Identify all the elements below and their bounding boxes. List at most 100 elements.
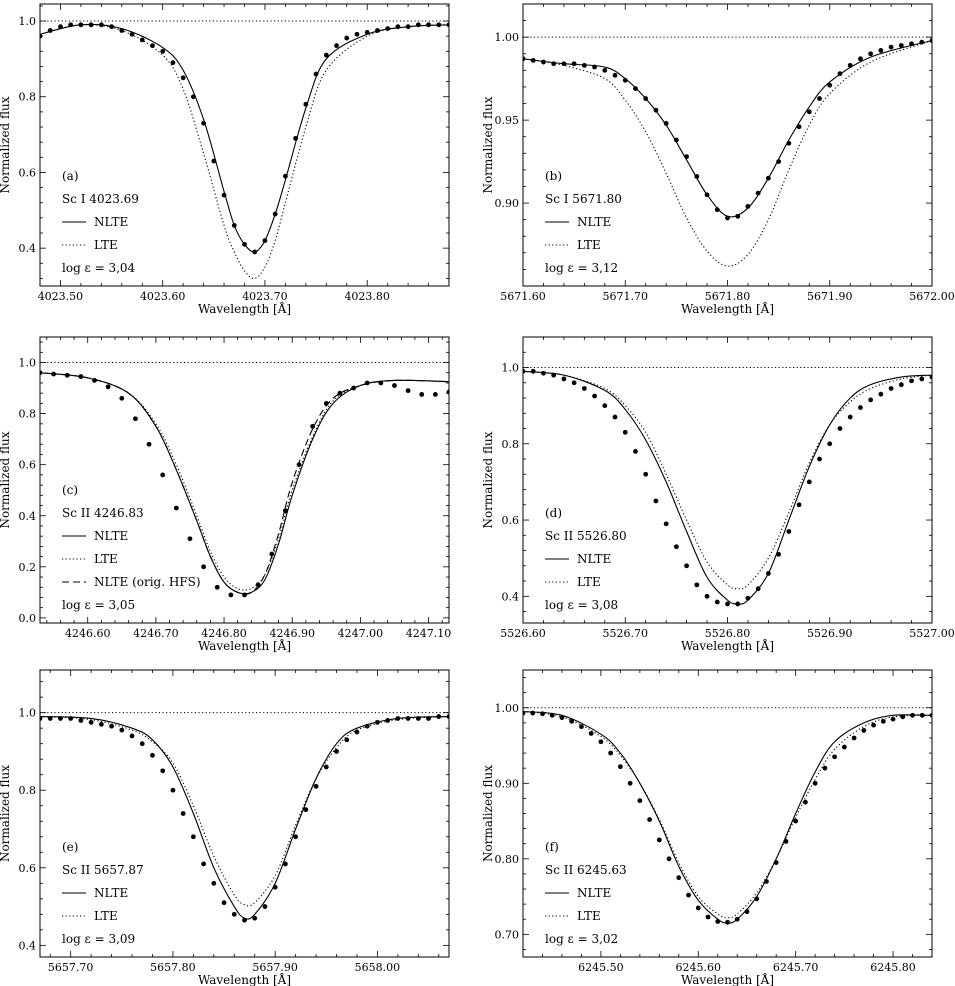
observed-point — [310, 423, 316, 429]
observed-point — [133, 416, 138, 422]
observed-point — [817, 456, 822, 462]
observed-point — [858, 405, 863, 410]
observed-point — [592, 64, 597, 70]
observed-point — [705, 914, 711, 920]
y-axis-label: Normalized flux — [481, 96, 495, 193]
observed-point — [806, 109, 812, 115]
observed-point — [929, 712, 932, 718]
observed-point — [622, 77, 628, 83]
observed-point — [211, 880, 217, 886]
y-axis-label: Normalized flux — [0, 96, 12, 193]
observed-point — [725, 601, 730, 607]
observed-point — [764, 879, 769, 884]
observed-point — [40, 716, 43, 721]
observed-point — [612, 72, 618, 78]
observed-point — [910, 712, 915, 718]
observed-point — [51, 371, 57, 377]
series-line-lte — [523, 39, 932, 267]
observed-point — [129, 733, 135, 739]
y-tick-label: 0.4 — [502, 590, 520, 603]
observed-point — [88, 719, 94, 725]
legend-label: NLTE — [577, 886, 611, 900]
chart-panel-d: 5526.60 5526.70 5526.80 5526.90 5527.00 0.4 0.… — [481, 336, 955, 653]
y-tick-label: 1.0 — [19, 357, 37, 370]
observed-point — [755, 586, 761, 592]
observed-point — [351, 385, 356, 391]
observed-point — [806, 479, 812, 485]
observed-point — [653, 498, 659, 504]
observed-point — [581, 386, 587, 391]
x-tick-label: 4247.10 — [406, 627, 452, 640]
observed-point — [419, 392, 425, 397]
observed-point — [878, 48, 884, 53]
observed-point — [283, 508, 288, 514]
observed-point — [272, 211, 278, 217]
observed-point — [571, 61, 577, 67]
chart-panel-e: 5657.70 5657.80 5657.90 5658.00 0.4 0.6 0.8 1.0… — [0, 669, 450, 986]
observed-point — [633, 86, 638, 91]
observed-point — [170, 60, 176, 66]
observed-point — [139, 37, 145, 43]
legend-label: LTE — [94, 909, 118, 923]
observed-point — [673, 137, 679, 143]
x-axis-label: Wavelength [Å] — [198, 301, 291, 316]
observed-point — [841, 744, 847, 750]
observed-point — [323, 400, 329, 406]
observed-point — [766, 175, 771, 181]
observed-point — [283, 861, 288, 867]
x-tick-label: 6245.50 — [578, 961, 624, 974]
observed-point — [561, 61, 567, 67]
observed-point — [160, 48, 166, 54]
x-axis-label: Wavelength [Å] — [198, 638, 291, 653]
observed-point — [426, 716, 431, 721]
observed-point — [303, 807, 309, 813]
y-tick-label: 0.8 — [19, 91, 37, 104]
observed-point — [415, 22, 421, 28]
legend-label: NLTE — [577, 552, 611, 566]
observed-point — [684, 154, 689, 160]
observed-point — [837, 426, 843, 431]
plot-frame — [522, 669, 933, 958]
panel-label: (e) — [62, 840, 78, 854]
observed-point — [643, 471, 649, 477]
x-tick-label: 4023.70 — [242, 290, 288, 303]
observed-point — [272, 884, 278, 890]
ion-line-label: Sc II 5526.80 — [545, 529, 627, 543]
y-tick-label: 1.00 — [495, 702, 520, 715]
plot-area — [40, 712, 449, 923]
observed-point — [704, 593, 710, 599]
abundance-label: log ε = 3,05 — [62, 598, 135, 612]
observed-point — [385, 718, 391, 723]
observed-point — [643, 96, 649, 101]
legend-label: NLTE — [94, 215, 128, 229]
observed-point — [878, 391, 884, 397]
observed-point — [694, 582, 700, 588]
x-tick-label: 5671.60 — [500, 290, 546, 303]
observed-point — [919, 39, 925, 45]
observed-point — [160, 472, 166, 478]
observed-point — [602, 403, 608, 409]
observed-point — [364, 723, 370, 729]
observed-point — [725, 919, 730, 925]
observed-point — [405, 716, 411, 721]
observed-point — [129, 31, 135, 37]
observed-point — [190, 94, 196, 100]
observed-point — [293, 135, 299, 141]
observed-point — [150, 43, 155, 49]
observed-point — [919, 376, 925, 382]
observed-point — [704, 192, 710, 198]
observed-point — [871, 722, 876, 728]
observed-point — [303, 101, 309, 107]
observed-point — [364, 29, 370, 35]
x-tick-label: 5658.00 — [355, 961, 401, 974]
y-tick-label: 0.4 — [19, 939, 37, 952]
series-line-lte — [40, 372, 449, 591]
observed-point — [598, 739, 604, 745]
observed-point — [58, 24, 63, 30]
observed-point — [673, 544, 679, 550]
observed-point — [180, 75, 186, 81]
observed-point — [201, 120, 207, 126]
observed-point — [561, 376, 567, 382]
y-tick-label: 0.6 — [19, 862, 37, 875]
observed-point — [150, 752, 155, 758]
